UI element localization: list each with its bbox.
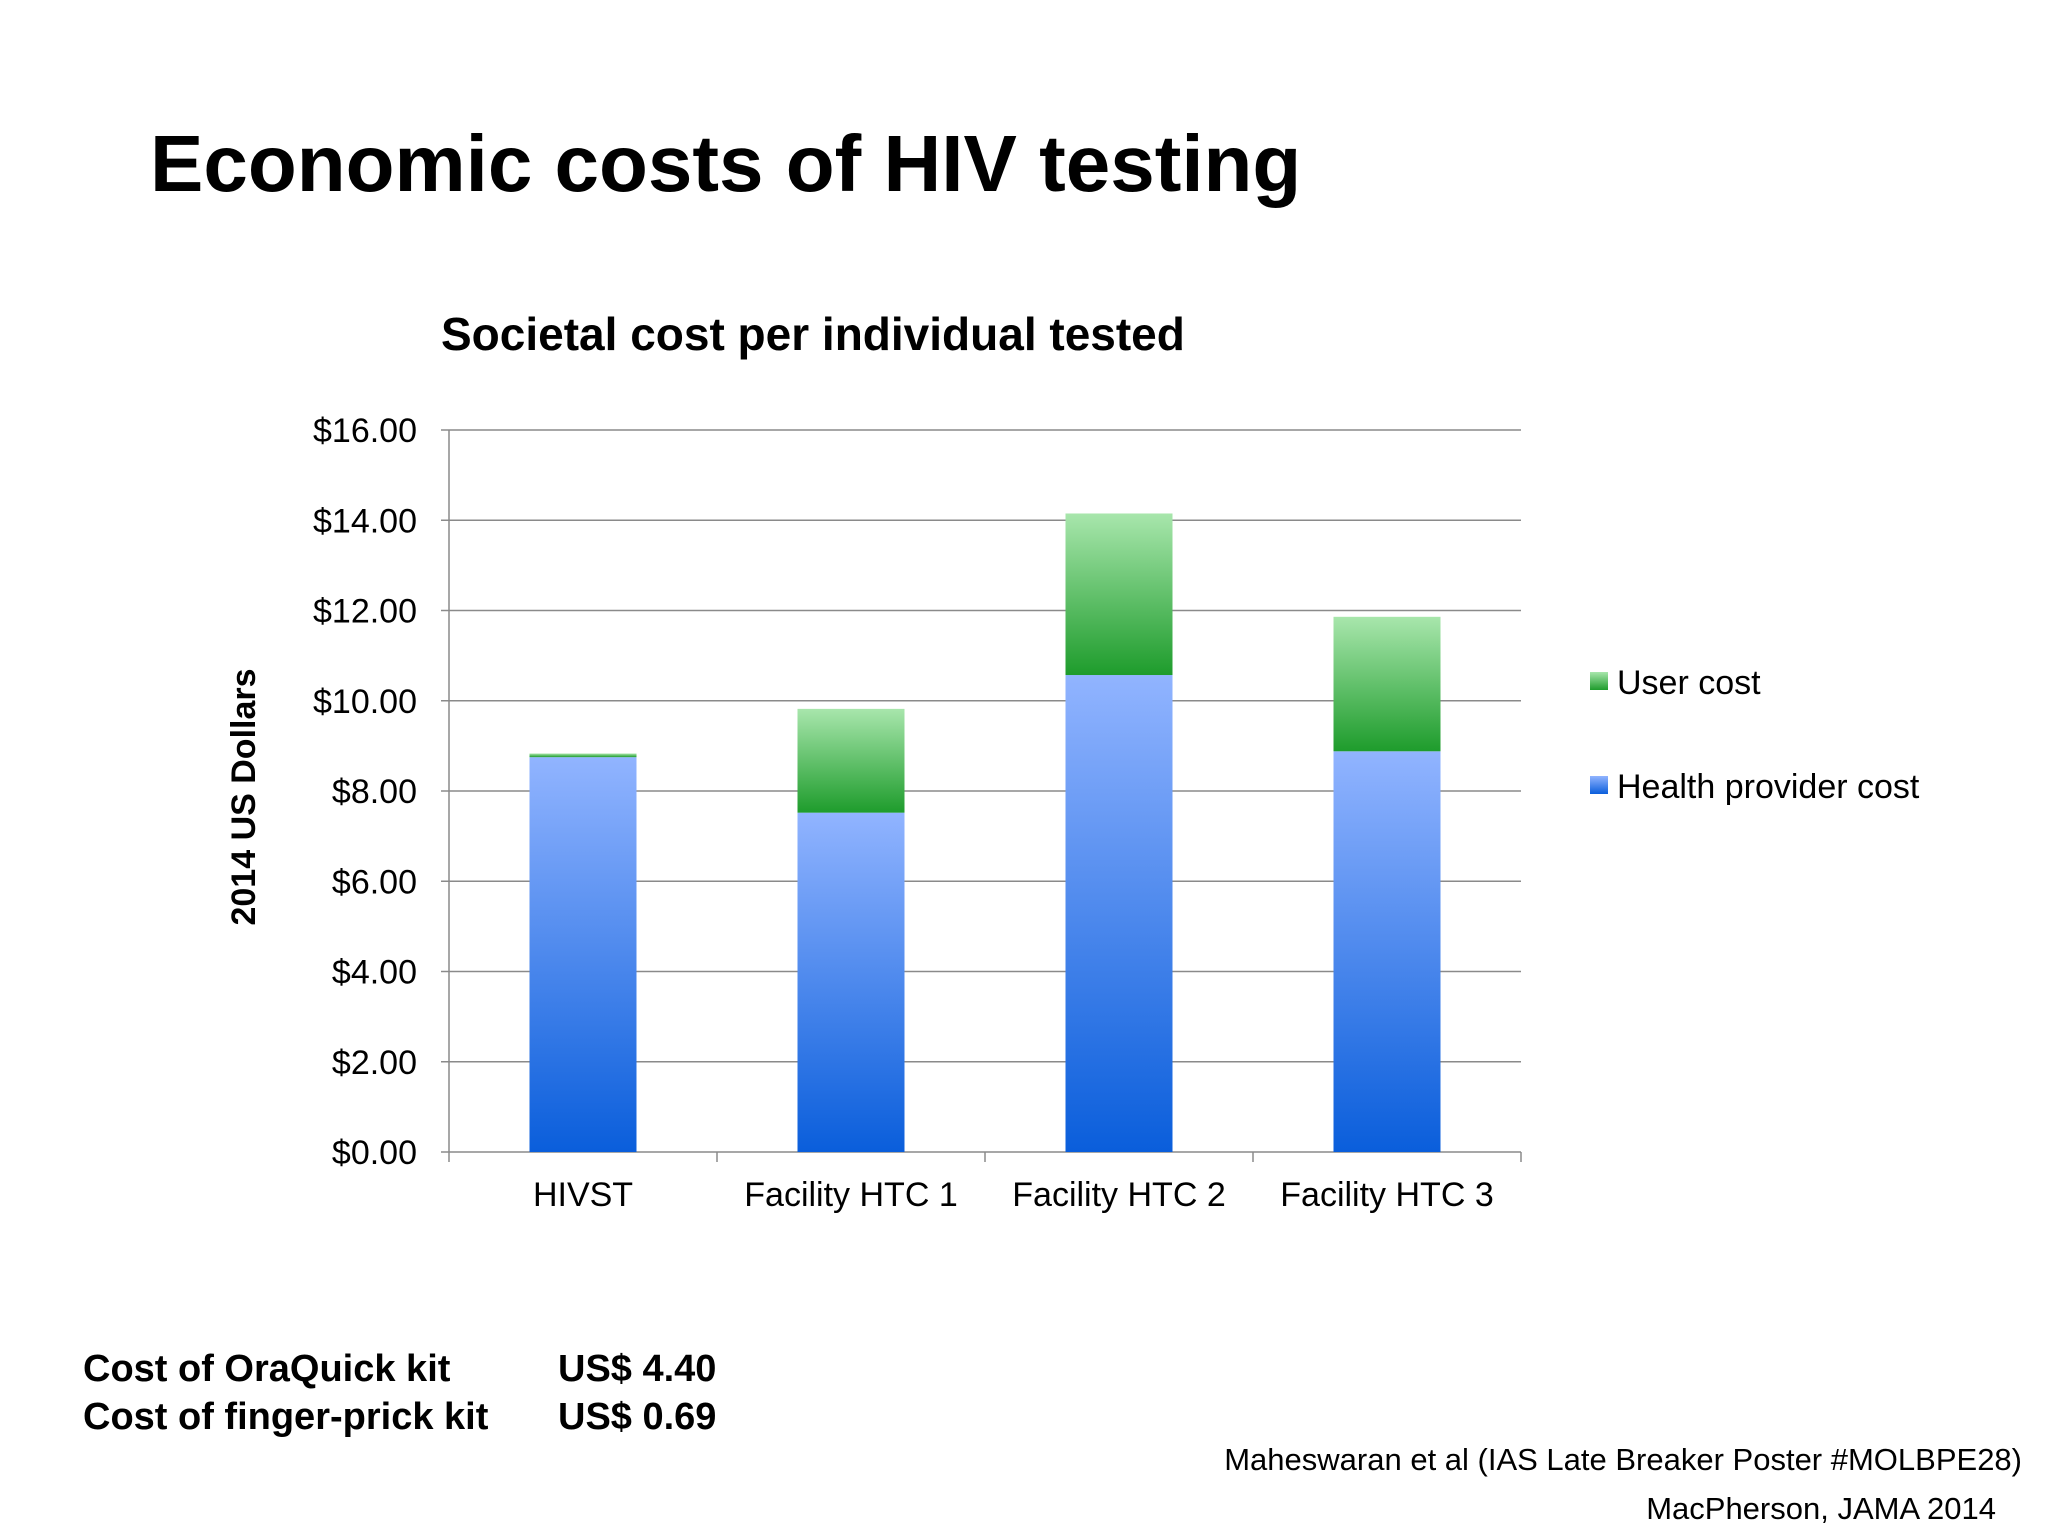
x-tick-label: Facility HTC 1 [744, 1176, 957, 1214]
legend-label: User cost [1617, 664, 1761, 702]
kit-costs-table: Cost of OraQuick kit US$ 4.40 Cost of fi… [83, 1345, 716, 1441]
x-tick-label: Facility HTC 2 [1012, 1176, 1225, 1214]
legend-swatch [1590, 672, 1608, 690]
bar-health-provider-cost [797, 812, 905, 1152]
bar-health-provider-cost [1065, 675, 1173, 1152]
y-tick-label: $10.00 [313, 683, 417, 721]
chart-title: Societal cost per individual tested [441, 308, 1185, 360]
kit-cost-row: Cost of finger-prick kit US$ 0.69 [83, 1393, 716, 1441]
y-tick-label: $14.00 [313, 502, 417, 540]
kit-cost-label: Cost of finger-prick kit [83, 1396, 489, 1438]
bar-user-cost [797, 708, 905, 813]
y-tick-label: $4.00 [332, 954, 417, 992]
kit-cost-row: Cost of OraQuick kit US$ 4.40 [83, 1345, 716, 1393]
bar-user-cost [1333, 616, 1441, 752]
legend-label: Health provider cost [1617, 768, 1920, 806]
bar-user-cost [1065, 513, 1173, 676]
kit-cost-label: Cost of OraQuick kit [83, 1348, 451, 1390]
source-credit: Maheswaran et al (IAS Late Breaker Poste… [1224, 1442, 2022, 1477]
bar-user-cost [529, 753, 637, 758]
x-tick-label: HIVST [533, 1176, 633, 1214]
source-credit: MacPherson, JAMA 2014 [1646, 1491, 1996, 1526]
y-axis-label: 2014 US Dollars [225, 668, 263, 925]
x-tick-label: Facility HTC 3 [1280, 1176, 1493, 1214]
y-tick-label: $6.00 [332, 863, 417, 901]
y-tick-label: $2.00 [332, 1044, 417, 1082]
legend-swatch [1590, 776, 1608, 794]
y-tick-label: $0.00 [332, 1134, 417, 1172]
slide-title: Economic costs of HIV testing [150, 119, 1302, 208]
kit-cost-value: US$ 0.69 [558, 1396, 717, 1438]
y-tick-label: $12.00 [313, 593, 417, 631]
y-tick-label: $8.00 [332, 773, 417, 811]
bar-health-provider-cost [529, 757, 637, 1152]
y-tick-label: $16.00 [313, 412, 417, 450]
kit-cost-value: US$ 4.40 [558, 1348, 717, 1390]
bar-health-provider-cost [1333, 751, 1441, 1152]
